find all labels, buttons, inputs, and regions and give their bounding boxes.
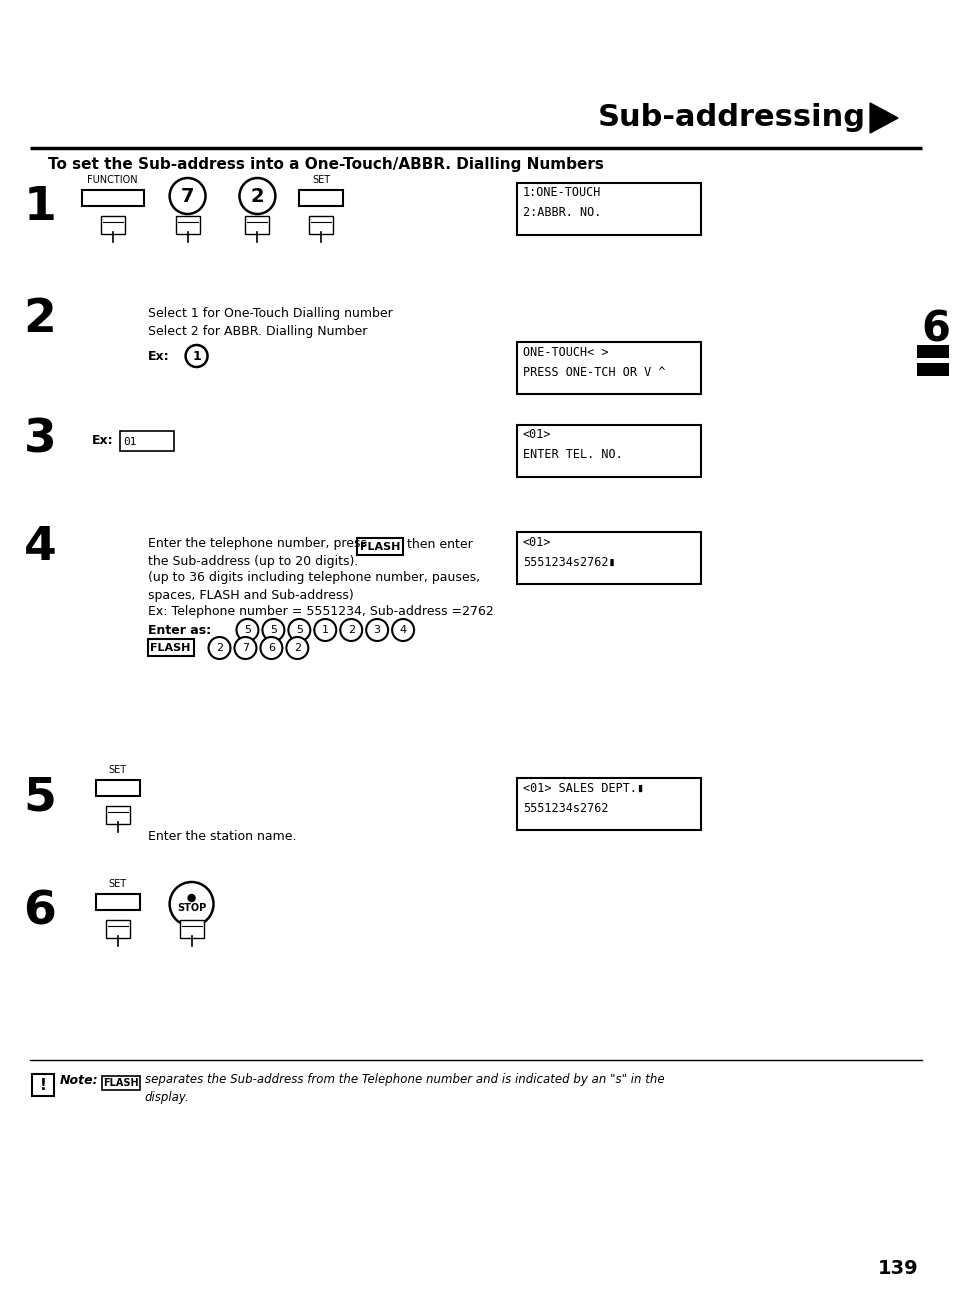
Text: <01>: <01> [522, 428, 551, 441]
Text: 1: 1 [192, 349, 201, 362]
FancyBboxPatch shape [916, 345, 948, 358]
Text: To set the Sub-address into a One-Touch/ABBR. Dialling Numbers: To set the Sub-address into a One-Touch/… [48, 157, 603, 173]
Text: 5551234s2762: 5551234s2762 [522, 802, 608, 815]
Text: 1: 1 [321, 625, 329, 636]
Text: 1:ONE-TOUCH: 1:ONE-TOUCH [522, 187, 600, 200]
Text: the Sub-address (up to 20 digits).: the Sub-address (up to 20 digits). [148, 555, 357, 568]
Text: 2: 2 [215, 643, 223, 652]
FancyBboxPatch shape [95, 779, 139, 796]
Text: FLASH: FLASH [151, 643, 191, 652]
Text: Select 1 for One-Touch Dialling number: Select 1 for One-Touch Dialling number [148, 307, 392, 320]
Text: 3: 3 [24, 418, 56, 463]
Circle shape [366, 619, 388, 641]
FancyBboxPatch shape [101, 217, 125, 233]
Circle shape [209, 637, 231, 659]
Text: Enter as:: Enter as: [148, 624, 211, 637]
FancyBboxPatch shape [356, 538, 403, 555]
FancyBboxPatch shape [245, 217, 269, 233]
Text: 6: 6 [268, 643, 274, 652]
Text: 5: 5 [244, 625, 251, 636]
Circle shape [188, 895, 194, 901]
FancyBboxPatch shape [517, 532, 700, 584]
Text: SET: SET [109, 879, 127, 888]
FancyBboxPatch shape [175, 217, 199, 233]
FancyBboxPatch shape [517, 778, 700, 830]
Text: 01: 01 [124, 437, 137, 447]
FancyBboxPatch shape [517, 425, 700, 477]
Circle shape [286, 637, 308, 659]
Text: 2: 2 [294, 643, 300, 652]
FancyBboxPatch shape [106, 805, 130, 824]
Text: SET: SET [109, 765, 127, 776]
Text: 3: 3 [374, 625, 380, 636]
Circle shape [170, 882, 213, 926]
FancyBboxPatch shape [120, 431, 173, 451]
Text: 6: 6 [921, 309, 949, 351]
Circle shape [170, 178, 205, 214]
Text: Enter the station name.: Enter the station name. [148, 830, 295, 843]
Circle shape [239, 178, 275, 214]
Text: <01>: <01> [522, 536, 551, 549]
Circle shape [262, 619, 284, 641]
FancyBboxPatch shape [95, 894, 139, 910]
Circle shape [186, 345, 208, 367]
Polygon shape [869, 102, 897, 134]
FancyBboxPatch shape [148, 639, 193, 656]
Text: 1: 1 [24, 185, 56, 231]
Text: ONE-TOUCH< >: ONE-TOUCH< > [522, 345, 608, 358]
Text: ENTER TEL. NO.: ENTER TEL. NO. [522, 449, 622, 462]
FancyBboxPatch shape [916, 363, 948, 376]
Text: 5: 5 [295, 625, 302, 636]
Text: separates the Sub-address from the Telephone number and is indicated by an "s" i: separates the Sub-address from the Telep… [145, 1074, 663, 1087]
FancyBboxPatch shape [31, 1074, 53, 1096]
Text: FUNCTION: FUNCTION [88, 175, 138, 185]
Text: Ex:: Ex: [148, 349, 169, 362]
Text: Ex: Telephone number = 5551234, Sub-address =2762: Ex: Telephone number = 5551234, Sub-addr… [148, 606, 493, 619]
Circle shape [314, 619, 335, 641]
Text: 6: 6 [24, 890, 56, 935]
Text: spaces, FLASH and Sub-address): spaces, FLASH and Sub-address) [148, 589, 353, 602]
Text: !: ! [39, 1078, 47, 1092]
Text: Select 2 for ABBR. Dialling Number: Select 2 for ABBR. Dialling Number [148, 326, 367, 339]
Text: 7: 7 [181, 187, 194, 205]
Text: 4: 4 [399, 625, 406, 636]
Text: Enter the telephone number, press: Enter the telephone number, press [148, 537, 366, 550]
Text: 2: 2 [251, 187, 264, 205]
Circle shape [288, 619, 310, 641]
Text: <01> SALES DEPT.▮: <01> SALES DEPT.▮ [522, 782, 643, 795]
Text: FLASH: FLASH [103, 1078, 138, 1088]
Text: 7: 7 [242, 643, 249, 652]
Text: Sub-addressing: Sub-addressing [598, 104, 865, 132]
Circle shape [392, 619, 414, 641]
FancyBboxPatch shape [106, 920, 130, 938]
Text: 5: 5 [24, 776, 56, 821]
Text: then enter: then enter [407, 537, 473, 550]
Text: 2: 2 [24, 297, 56, 342]
Text: display.: display. [145, 1091, 190, 1104]
Text: STOP: STOP [176, 903, 206, 913]
Text: FLASH: FLASH [359, 542, 400, 553]
Text: Note:: Note: [60, 1074, 98, 1087]
FancyBboxPatch shape [517, 342, 700, 394]
Circle shape [340, 619, 362, 641]
Circle shape [236, 619, 258, 641]
Circle shape [234, 637, 256, 659]
Text: 2: 2 [347, 625, 355, 636]
Text: 4: 4 [24, 525, 56, 571]
Text: SET: SET [312, 175, 330, 185]
FancyBboxPatch shape [517, 183, 700, 235]
Text: 139: 139 [877, 1258, 918, 1278]
Text: 5551234s2762▮: 5551234s2762▮ [522, 555, 615, 568]
Text: Ex:: Ex: [91, 433, 113, 446]
FancyBboxPatch shape [82, 189, 144, 206]
FancyBboxPatch shape [102, 1077, 139, 1089]
FancyBboxPatch shape [309, 217, 333, 233]
Text: 2:ABBR. NO.: 2:ABBR. NO. [522, 206, 600, 219]
Text: PRESS ONE-TCH OR V ^: PRESS ONE-TCH OR V ^ [522, 366, 664, 379]
FancyBboxPatch shape [179, 920, 203, 938]
Text: 5: 5 [270, 625, 276, 636]
Circle shape [260, 637, 282, 659]
Text: (up to 36 digits including telephone number, pauses,: (up to 36 digits including telephone num… [148, 572, 479, 585]
FancyBboxPatch shape [299, 189, 343, 206]
